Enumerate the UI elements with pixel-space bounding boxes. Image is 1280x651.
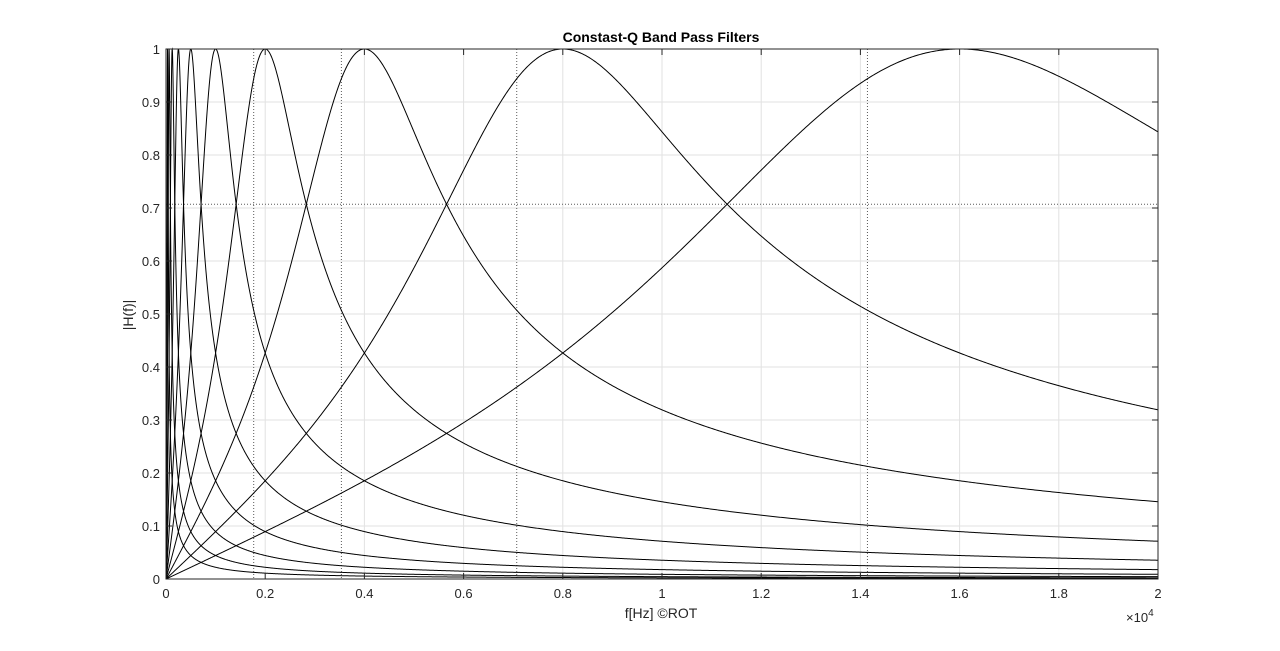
filter-response-line (165, 48, 1159, 580)
x-tick-label: 0.6 (455, 586, 473, 601)
filter-response-line (165, 48, 1159, 580)
x-tick-label: 1 (658, 586, 665, 601)
x-tick-label: 0.2 (256, 586, 274, 601)
x-axis-label: f[Hz] ©ROT (625, 605, 698, 621)
filter-response-line (165, 48, 1159, 580)
x-tick-label: 1.8 (1050, 586, 1068, 601)
filter-response-line (165, 48, 1159, 580)
x-exponent-label: ×104 (1126, 608, 1154, 625)
filter-response-line (165, 48, 1158, 579)
filter-response-line (165, 47, 1159, 579)
y-tick-label: 0.5 (142, 307, 160, 322)
y-axis: 0 0.1 0.2 0.3 0.4 0.5 0.6 0.7 0.8 0.9 1 (142, 42, 1158, 587)
chart-title: Constast-Q Band Pass Filters (563, 29, 760, 45)
x-tick-label: 1.4 (851, 586, 869, 601)
y-tick-label: 0.7 (142, 201, 160, 216)
y-tick-label: 1 (153, 42, 160, 57)
x-tick-label: 0.4 (355, 586, 373, 601)
y-axis-label: |H(f)| (120, 300, 136, 331)
x-exponent-power: 4 (1148, 608, 1154, 619)
filter-response-line (165, 49, 1158, 579)
x-tick-label: 0.8 (554, 586, 572, 601)
filter-response-line (165, 48, 1159, 580)
filter-response-line (165, 49, 1158, 579)
x-tick-label: 1.2 (752, 586, 770, 601)
series-group (165, 47, 1159, 580)
x-exponent-base: ×10 (1126, 610, 1148, 625)
x-tick-label: 0 (162, 586, 169, 601)
y-tick-label: 0.9 (142, 95, 160, 110)
x-tick-label: 2 (1154, 586, 1161, 601)
y-tick-label: 0 (153, 572, 160, 587)
x-axis: 0 0.2 0.4 0.6 0.8 1 1.2 1.4 1.6 1.8 2 (162, 49, 1162, 601)
cutoff-markers (166, 49, 1158, 579)
y-tick-label: 0.2 (142, 466, 160, 481)
y-tick-label: 0.8 (142, 148, 160, 163)
y-tick-label: 0.3 (142, 413, 160, 428)
y-tick-label: 0.1 (142, 519, 160, 534)
y-tick-label: 0.4 (142, 360, 160, 375)
filter-response-line (165, 48, 1159, 580)
y-tick-label: 0.6 (142, 254, 160, 269)
x-tick-label: 1.6 (951, 586, 969, 601)
